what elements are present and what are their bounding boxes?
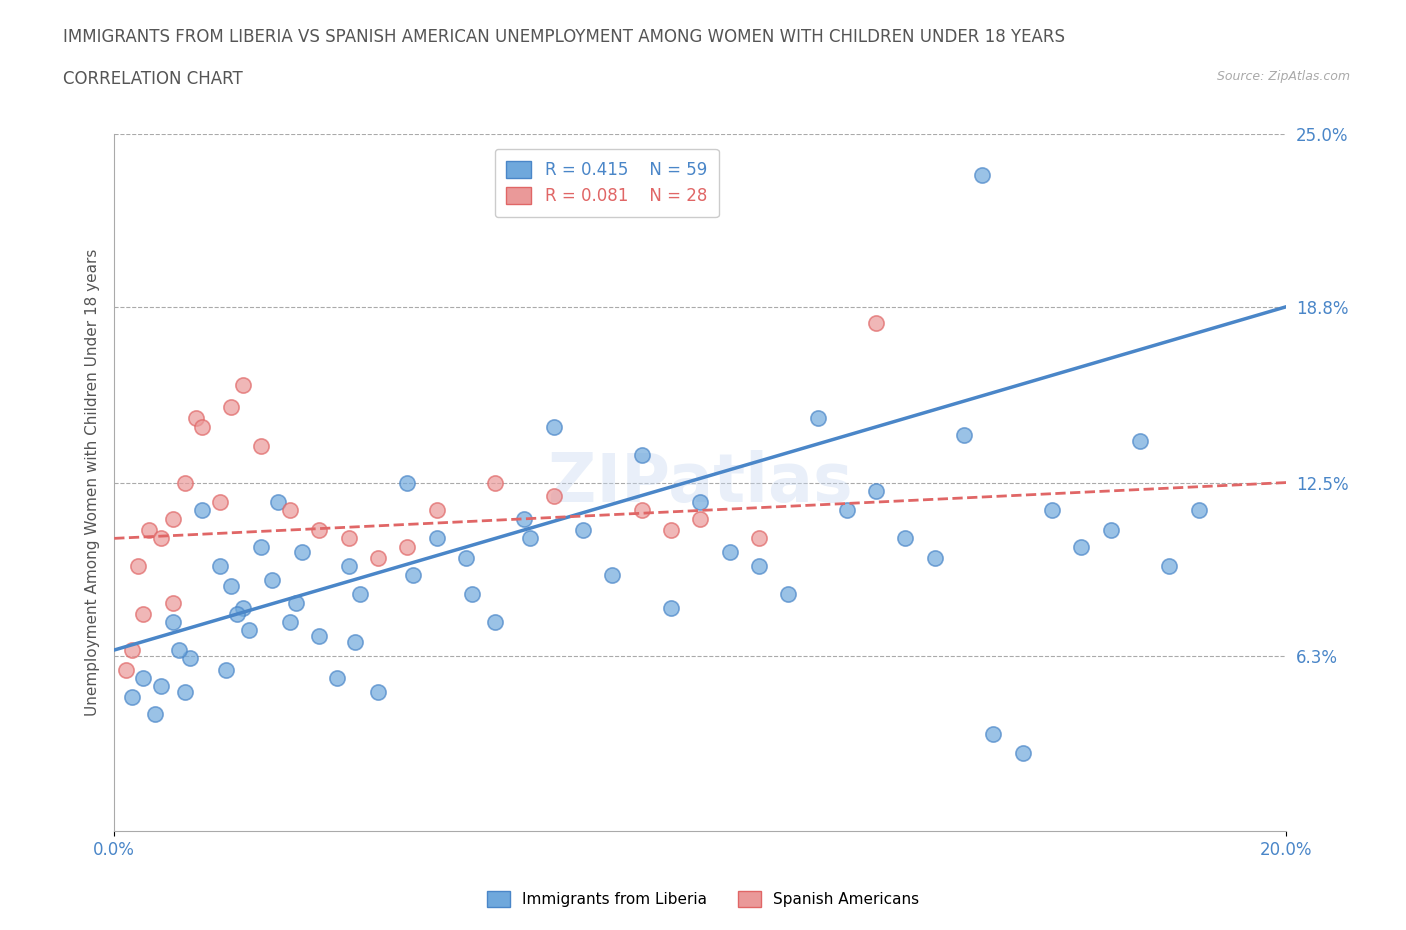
- Point: [343, 634, 366, 649]
- Point: [426, 531, 449, 546]
- Legend: Immigrants from Liberia, Spanish Americans: Immigrants from Liberia, Spanish America…: [481, 884, 925, 913]
- Point: [484, 615, 506, 630]
- Point: [630, 503, 652, 518]
- Point: [396, 475, 419, 490]
- Point: [179, 651, 201, 666]
- Point: [308, 523, 330, 538]
- Point: [221, 400, 243, 415]
- Point: [226, 606, 249, 621]
- Point: [513, 512, 536, 526]
- Point: [150, 531, 173, 546]
- Point: [983, 726, 1005, 741]
- Text: IMMIGRANTS FROM LIBERIA VS SPANISH AMERICAN UNEMPLOYMENT AMONG WOMEN WITH CHILDR: IMMIGRANTS FROM LIBERIA VS SPANISH AMERI…: [63, 28, 1066, 46]
- Point: [127, 559, 149, 574]
- Point: [349, 587, 371, 602]
- Point: [1070, 539, 1092, 554]
- Point: [115, 662, 138, 677]
- Point: [630, 447, 652, 462]
- Point: [208, 495, 231, 510]
- Point: [284, 595, 307, 610]
- Point: [689, 512, 711, 526]
- Point: [543, 419, 565, 434]
- Point: [1159, 559, 1181, 574]
- Point: [970, 168, 993, 183]
- Point: [173, 684, 195, 699]
- Point: [718, 545, 741, 560]
- Text: Source: ZipAtlas.com: Source: ZipAtlas.com: [1216, 70, 1350, 83]
- Point: [835, 503, 858, 518]
- Point: [121, 690, 143, 705]
- Point: [426, 503, 449, 518]
- Point: [1099, 523, 1122, 538]
- Point: [337, 531, 360, 546]
- Point: [894, 531, 917, 546]
- Point: [162, 615, 184, 630]
- Point: [659, 601, 682, 616]
- Point: [132, 671, 155, 685]
- Text: ZIPatlas: ZIPatlas: [548, 449, 852, 515]
- Point: [924, 551, 946, 565]
- Point: [162, 595, 184, 610]
- Point: [806, 411, 828, 426]
- Point: [262, 573, 284, 588]
- Point: [138, 523, 160, 538]
- Point: [143, 707, 166, 722]
- Point: [402, 567, 425, 582]
- Point: [748, 559, 770, 574]
- Point: [865, 484, 887, 498]
- Point: [232, 378, 254, 392]
- Point: [249, 539, 271, 554]
- Point: [367, 551, 389, 565]
- Point: [572, 523, 595, 538]
- Point: [238, 623, 260, 638]
- Point: [291, 545, 314, 560]
- Point: [1040, 503, 1063, 518]
- Point: [186, 411, 208, 426]
- Point: [326, 671, 349, 685]
- Text: CORRELATION CHART: CORRELATION CHART: [63, 70, 243, 87]
- Point: [659, 523, 682, 538]
- Point: [191, 419, 214, 434]
- Point: [167, 643, 190, 658]
- Point: [121, 643, 143, 658]
- Point: [454, 551, 477, 565]
- Point: [249, 439, 271, 454]
- Point: [162, 512, 184, 526]
- Point: [1187, 503, 1209, 518]
- Point: [132, 606, 155, 621]
- Point: [191, 503, 214, 518]
- Point: [602, 567, 624, 582]
- Point: [214, 662, 236, 677]
- Point: [748, 531, 770, 546]
- Point: [150, 679, 173, 694]
- Point: [543, 489, 565, 504]
- Point: [484, 475, 506, 490]
- Point: [337, 559, 360, 574]
- Legend: R = 0.415    N = 59, R = 0.081    N = 28: R = 0.415 N = 59, R = 0.081 N = 28: [495, 149, 718, 217]
- Point: [208, 559, 231, 574]
- Y-axis label: Unemployment Among Women with Children Under 18 years: Unemployment Among Women with Children U…: [86, 249, 100, 716]
- Point: [1011, 746, 1033, 761]
- Point: [367, 684, 389, 699]
- Point: [221, 578, 243, 593]
- Point: [519, 531, 541, 546]
- Point: [396, 539, 419, 554]
- Point: [865, 316, 887, 331]
- Point: [953, 428, 976, 443]
- Point: [278, 615, 301, 630]
- Point: [173, 475, 195, 490]
- Point: [778, 587, 800, 602]
- Point: [267, 495, 290, 510]
- Point: [278, 503, 301, 518]
- Point: [689, 495, 711, 510]
- Point: [308, 629, 330, 644]
- Point: [232, 601, 254, 616]
- Point: [1129, 433, 1152, 448]
- Point: [461, 587, 484, 602]
